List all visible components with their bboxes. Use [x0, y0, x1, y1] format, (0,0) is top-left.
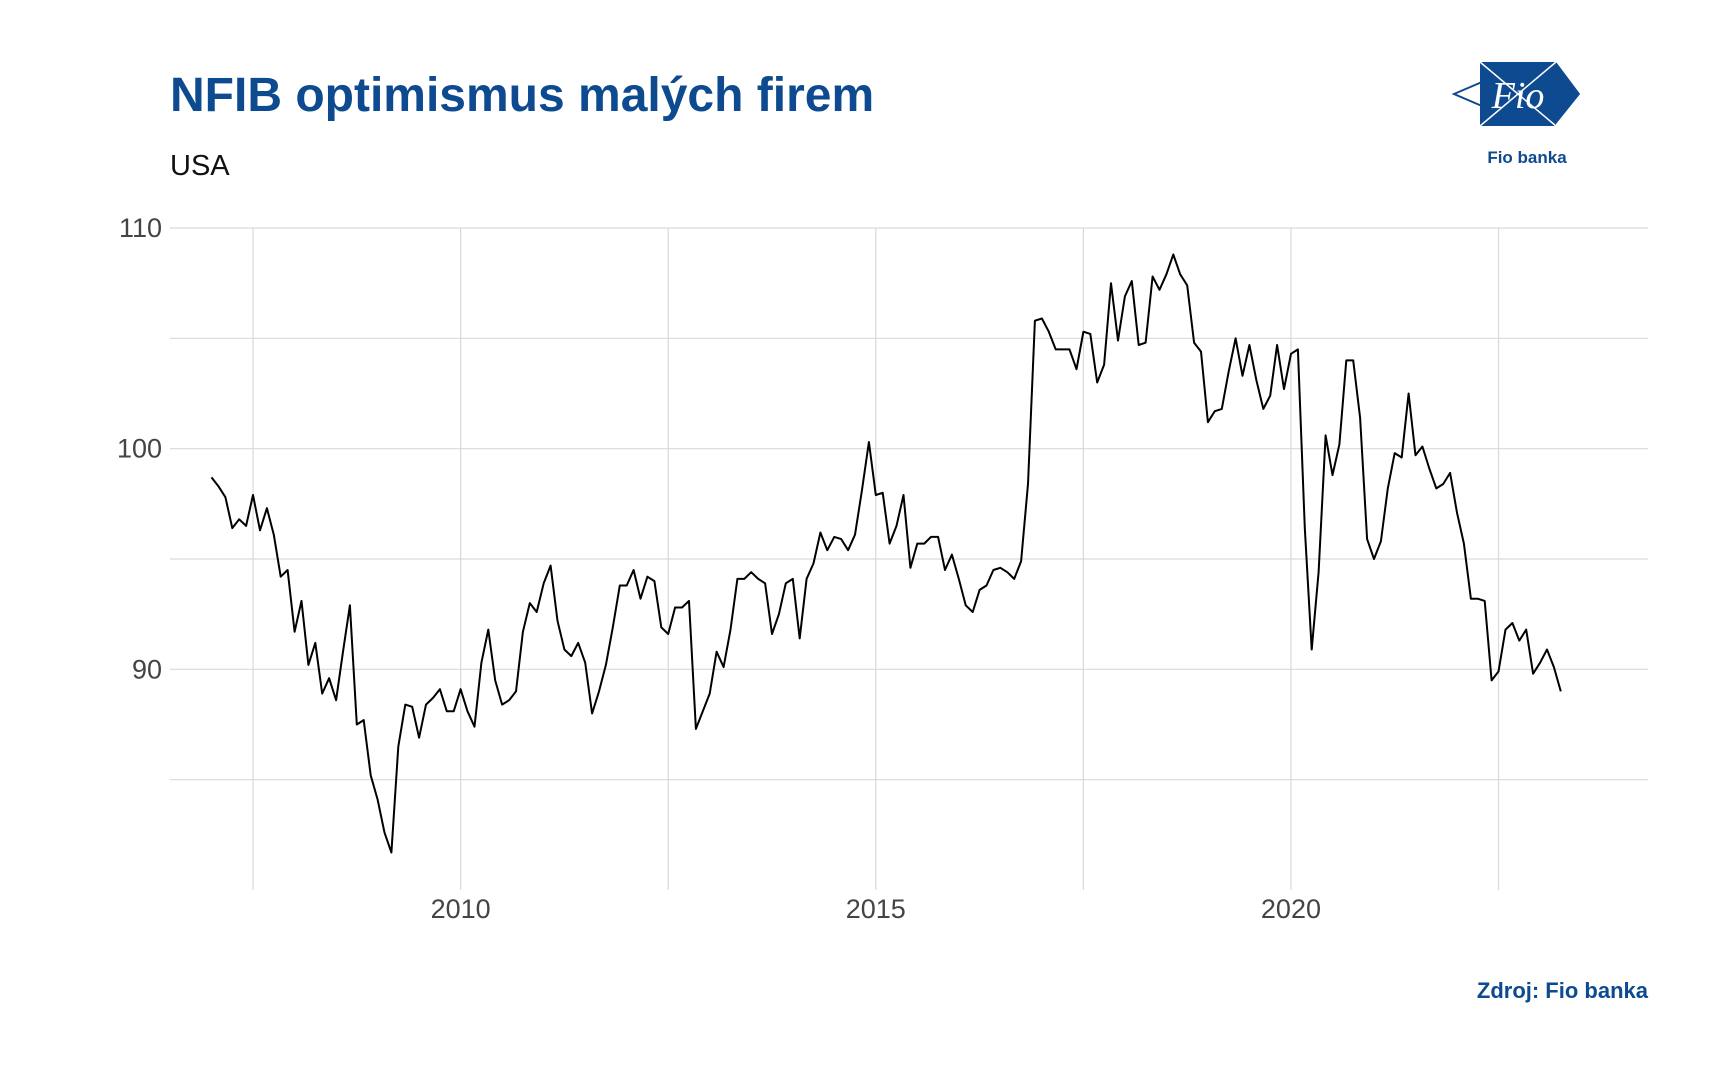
x-tick-label: 2015 — [846, 894, 906, 924]
chart-subtitle: USA — [170, 150, 230, 182]
series-line — [210, 253, 1562, 854]
logo-diagonal-b — [1479, 61, 1557, 127]
y-tick-label: 110 — [119, 213, 162, 243]
chart-title: NFIB optimismus malých firem — [170, 69, 875, 122]
y-tick-label: 90 — [132, 654, 162, 684]
chart-tick-labels: 90 100 110 2010 2015 2020 — [117, 213, 1321, 924]
source-note: Zdroj: Fio banka — [1476, 978, 1648, 1003]
logo-right-wing — [1556, 62, 1580, 124]
chart-grid — [170, 227, 1648, 890]
fio-logo-icon: Fio — [1451, 61, 1580, 127]
y-tick-label: 100 — [117, 434, 162, 464]
logo-caption: Fio banka — [1487, 148, 1567, 167]
logo-text: Fio — [1491, 75, 1545, 117]
x-tick-label: 2020 — [1261, 894, 1321, 924]
x-tick-label: 2010 — [431, 894, 491, 924]
fio-logo: Fio Fio banka — [1451, 60, 1602, 170]
